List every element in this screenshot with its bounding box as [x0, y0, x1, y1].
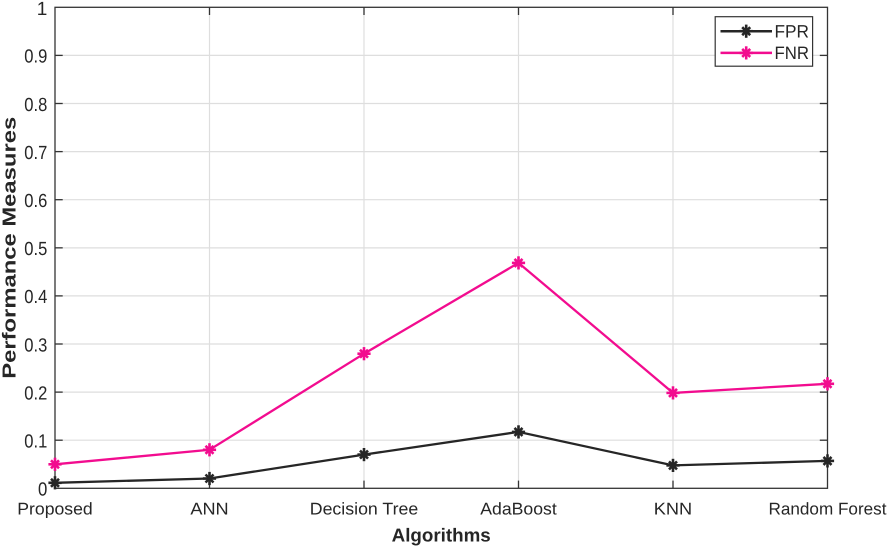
svg-text:KNN: KNN	[654, 499, 692, 518]
svg-text:0.6: 0.6	[24, 191, 47, 212]
svg-text:ANN: ANN	[190, 499, 228, 518]
svg-text:AdaBoost: AdaBoost	[480, 499, 557, 518]
svg-text:0.3: 0.3	[24, 335, 47, 356]
svg-text:Algorithms: Algorithms	[392, 524, 491, 545]
svg-text:Random Forest: Random Forest	[769, 499, 887, 518]
svg-text:0.5: 0.5	[24, 239, 47, 260]
svg-text:FNR: FNR	[775, 43, 810, 63]
svg-text:0.1: 0.1	[24, 432, 47, 453]
svg-text:Decision Tree: Decision Tree	[310, 499, 419, 518]
svg-text:0: 0	[38, 480, 47, 501]
svg-text:Performance Measures: Performance Measures	[0, 117, 20, 379]
svg-text:Proposed: Proposed	[17, 499, 93, 518]
svg-text:0.7: 0.7	[24, 143, 47, 164]
svg-text:0.9: 0.9	[24, 47, 47, 68]
svg-text:0.2: 0.2	[24, 383, 47, 404]
svg-text:0.8: 0.8	[24, 95, 47, 116]
svg-text:FPR: FPR	[775, 21, 810, 41]
svg-text:0.4: 0.4	[24, 287, 47, 308]
svg-text:1: 1	[37, 0, 48, 20]
